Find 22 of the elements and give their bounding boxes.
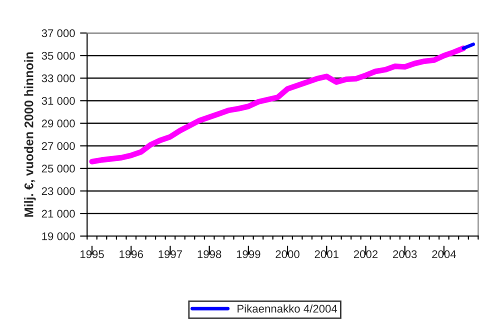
x-tick-label: 2003 <box>393 250 417 258</box>
y-tick-label: 35 000 <box>42 52 75 60</box>
y-tick-label: 33 000 <box>42 74 75 82</box>
y-tick-label: 29 000 <box>42 120 75 128</box>
y-tick-label: 31 000 <box>42 96 75 105</box>
y-tick-label: 21 000 <box>42 210 75 218</box>
x-tick-label: 1996 <box>120 250 143 258</box>
x-tick-label: 1997 <box>158 250 182 258</box>
y-tick-label: 25 000 <box>42 164 75 173</box>
x-tick-label: 1999 <box>236 250 260 258</box>
x-tick-label: 2002 <box>354 250 378 258</box>
y-tick-label: 23 000 <box>42 187 75 196</box>
x-tick-label: 2001 <box>314 250 338 258</box>
legend-label: Pikaennakko 4/2004 <box>238 304 338 313</box>
y-tick-label: 27 000 <box>42 142 75 150</box>
x-tick-label: 1995 <box>80 250 104 258</box>
y-axis-title: Milj. €, vuoden 2000 hinnoin <box>24 52 36 217</box>
y-tick-label: 37 000 <box>42 29 75 38</box>
x-tick-label: 2000 <box>276 250 300 258</box>
x-tick-label: 2004 <box>432 250 456 258</box>
y-tick-label: 19 000 <box>42 232 75 240</box>
x-tick-label: 1998 <box>198 250 222 258</box>
